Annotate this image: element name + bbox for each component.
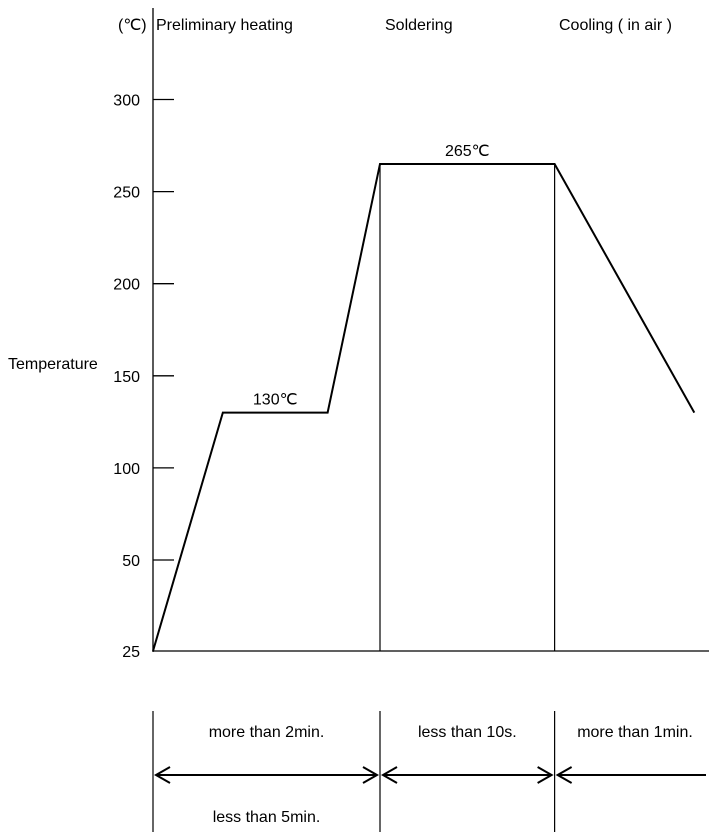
annotation-130c: 130℃	[253, 392, 298, 409]
duration-arrows	[153, 766, 706, 784]
phase-label-cooling: Cooling ( in air )	[559, 17, 672, 34]
y-tick-label-250: 250	[113, 185, 140, 202]
phase-label-preheating: Preliminary heating	[156, 17, 293, 34]
y-tick-label-100: 100	[113, 461, 140, 478]
y-tick-label-200: 200	[113, 277, 140, 294]
temperature-profile-line	[152, 162, 696, 652]
y-tick-label-25: 25	[122, 644, 140, 661]
duration-preheating-max: less than 5min.	[213, 809, 321, 826]
duration-arrow-2	[555, 766, 706, 784]
duration-cooling: more than 1min.	[577, 724, 693, 741]
y-axis-label: Temperature	[8, 356, 98, 373]
duration-soldering: less than 10s.	[418, 724, 517, 741]
duration-dividers	[152, 711, 556, 832]
duration-arrow-1	[380, 766, 554, 784]
duration-arrow-0	[153, 766, 380, 784]
phase-label-soldering: Soldering	[385, 17, 453, 34]
annotation-265c: 265℃	[445, 143, 490, 160]
y-tick-label-300: 300	[113, 93, 140, 110]
unit-label: (℃)	[118, 17, 147, 34]
y-tick-label-150: 150	[113, 369, 140, 386]
y-tick-label-50: 50	[122, 553, 140, 570]
phase-dividers	[379, 163, 556, 651]
y-axis-ticks: 25 50 100 150 200 250 300	[113, 93, 174, 661]
duration-preheating: more than 2min.	[209, 724, 325, 741]
